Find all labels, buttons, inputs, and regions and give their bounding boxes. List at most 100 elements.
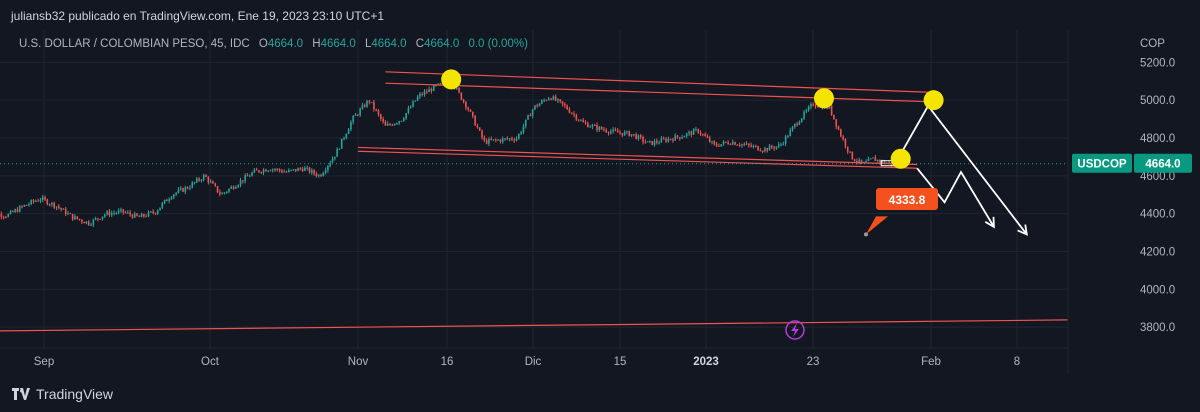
candle-body [99,218,102,220]
candle-body [78,218,81,220]
candle-body [688,131,690,134]
projection-arrowhead-secondary [984,216,995,229]
candle-body [508,138,511,140]
candle-body [152,211,154,213]
low-value: 4664.0 [371,38,407,50]
target-badge [876,188,938,210]
candle-body [324,170,327,173]
chart-area[interactable]: 3800.0 4000.0 4200.0 4400.0 4600.0 4800.0 5000… [0,30,1200,374]
candle-body [639,135,642,138]
candle-body [757,146,759,151]
candle-body [492,139,495,141]
candle-body [154,212,157,214]
candle-body [883,160,886,164]
long-trendline [0,319,1069,332]
price-chart[interactable]: 3800.0 4000.0 4200.0 4400.0 4600.0 4800.0 5000… [0,30,1200,374]
candle-body [421,93,424,95]
symbol-name[interactable]: U.S. DOLLAR / COLOMBIAN PESO, 45, IDC [19,38,250,50]
candle-body [283,171,286,173]
candle-body [85,221,88,224]
candle-body [338,148,341,150]
candle-body [198,178,200,181]
candle-body [299,168,302,170]
symbol-legend: U.S. DOLLAR / COLOMBIAN PESO, 45, IDC O4… [19,38,528,50]
candle-body [853,159,856,162]
candle-body [561,101,564,105]
candle-body [607,132,610,134]
candle-body [166,199,168,202]
currency-label[interactable]: COP [1140,38,1165,50]
candle-body [265,169,267,172]
candle-body [511,138,513,140]
candle-body [764,148,766,152]
candle-body [104,214,106,217]
candle-body [232,186,235,189]
y-tick-label: 3800.0 [1140,322,1175,334]
candle-body [414,100,417,102]
candle-body [115,212,118,214]
candle-body [209,181,212,183]
low-label: L [364,38,372,50]
candle-body [239,180,242,185]
candle-body [92,219,95,225]
candle-body [161,203,164,208]
candle-body [76,216,79,219]
target-label: 4333.8 [889,193,926,207]
brand-name: TradingView [36,386,114,402]
candle-body [828,105,831,109]
candle-body [363,105,366,107]
candle-body [87,221,90,225]
candle-body [729,144,732,146]
y-tick-label: 4400.0 [1140,209,1175,221]
candle-body [138,215,141,218]
candle-body [7,214,10,217]
candle-body [833,114,835,120]
candle-body [867,158,870,162]
candle-body [60,207,62,210]
candle-body [642,137,644,142]
candle-body [230,186,233,189]
candle-body [616,130,619,133]
highlight-marker [923,90,944,111]
candle-body [237,184,240,188]
candle-body [352,115,355,123]
candle-body [212,181,214,184]
candle-body [156,210,159,214]
candle-body [699,132,702,135]
candle-body [274,169,276,171]
candle-body [621,133,624,136]
projection-arrow-secondary [916,167,995,228]
candle-body [720,144,723,147]
candle-body [513,139,516,141]
candle-body [455,88,458,90]
candle-body [21,206,23,208]
candle-body [248,175,251,177]
candle-body [782,143,785,145]
candle-body [485,140,488,144]
candle-body [775,146,778,149]
tradingview-logo-icon [12,388,30,400]
candle-body [189,187,191,189]
candle-body [327,165,329,171]
brand-link[interactable]: TradingView [12,386,113,402]
candle-body [143,213,145,217]
candle-body [722,141,725,145]
candle-body [658,142,660,144]
candle-body [41,197,44,200]
candle-body [278,168,281,171]
candle-body [350,122,352,130]
candle-body [14,209,16,213]
candle-body [39,199,42,201]
candle-body [432,84,435,91]
candle-body [74,216,76,220]
candle-body [437,83,440,85]
candle-body [55,206,58,208]
candle-body [584,122,587,124]
candle-body [465,101,467,108]
candle-body [495,139,497,141]
candle-body [184,187,187,192]
candle-body [504,138,506,140]
candle-body [30,200,33,205]
candle-body [545,100,548,102]
candle-body [419,93,421,97]
